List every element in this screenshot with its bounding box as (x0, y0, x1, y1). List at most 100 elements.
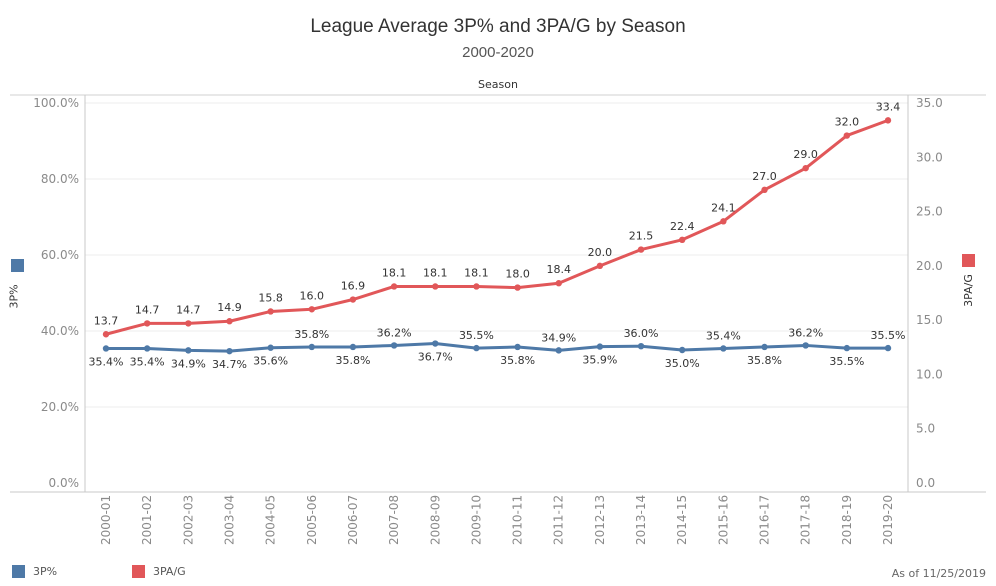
legend-label-3p-pct: 3P% (33, 565, 58, 578)
data-label-3pa-per-game: 22.4 (670, 220, 695, 233)
right-axis-tick-label: 15.0 (916, 313, 943, 327)
right-axis-tick-label: 20.0 (916, 259, 943, 273)
data-point-3p-pct (720, 345, 727, 352)
left-axis-title: 3P% (7, 284, 21, 309)
data-label-3pa-per-game: 16.9 (341, 280, 366, 293)
data-point-3p-pct (308, 343, 315, 351)
right-axis-color-swatch (962, 254, 975, 267)
data-point-3p-pct (637, 343, 645, 350)
x-axis-tick-label: 2016-17 (758, 495, 772, 545)
right-axis-title: 3PA/G (961, 274, 975, 307)
x-axis-tick-label: 2017-18 (799, 495, 813, 545)
x-axis-tick-label: 2014-15 (675, 495, 689, 545)
data-point-3pa-per-game (720, 218, 727, 225)
data-label-3p-pct: 35.8% (335, 354, 370, 367)
data-label-3pa-per-game: 18.1 (464, 266, 489, 279)
right-axis-tick-label: 25.0 (916, 205, 943, 219)
data-point-3pa-per-game (514, 284, 521, 291)
data-point-3pa-per-game (596, 262, 604, 270)
data-label-3p-pct: 35.4% (706, 329, 741, 342)
data-point-3pa-per-game (802, 164, 809, 172)
data-label-3pa-per-game: 18.1 (423, 266, 448, 279)
data-point-3p-pct (802, 342, 809, 349)
x-axis-tick-label: 2003-04 (222, 495, 236, 545)
x-axis-tick-label: 2005-06 (305, 495, 319, 545)
legend-swatch-3p-pct (12, 565, 25, 578)
left-axis-color-swatch (11, 259, 24, 272)
data-label-3p-pct: 35.5% (459, 329, 494, 342)
x-axis-tick-label: 2001-02 (140, 495, 154, 545)
data-point-3p-pct (884, 344, 892, 352)
data-label-3p-pct: 34.7% (212, 358, 247, 371)
data-label-3p-pct: 34.9% (541, 331, 576, 344)
left-axis-tick-label: 40.0% (41, 324, 79, 338)
x-axis-tick-label: 2012-13 (593, 495, 607, 545)
series-line-3pa-per-game (105, 118, 889, 336)
legend-label-3pa-per-game: 3PA/G (153, 565, 186, 578)
data-point-3pa-per-game (432, 283, 439, 290)
legend-item-3pa-per-game[interactable]: 3PA/G (132, 565, 186, 578)
data-label-3p-pct: 35.9% (582, 354, 617, 367)
series-line-3p-pct (106, 342, 888, 353)
data-point-3p-pct (596, 343, 604, 350)
data-label-3pa-per-game: 13.7 (94, 314, 119, 327)
data-point-3p-pct (349, 343, 357, 351)
data-point-3pa-per-game (102, 331, 110, 338)
data-label-3pa-per-game: 32.0 (835, 116, 860, 129)
data-label-3pa-per-game: 15.8 (258, 291, 283, 304)
x-axis-tick-label: 2004-05 (264, 495, 278, 545)
data-point-3pa-per-game (679, 236, 686, 243)
data-label-3pa-per-game: 14.9 (217, 301, 242, 314)
left-axis-tick-label: 20.0% (41, 400, 79, 414)
data-point-3p-pct (761, 343, 768, 351)
data-label-3p-pct: 35.8% (500, 354, 535, 367)
x-axis-tick-label: 2008-09 (428, 495, 442, 545)
legend-item-3p-pct[interactable]: 3P% (12, 565, 57, 578)
data-label-3p-pct: 35.5% (871, 329, 906, 342)
x-axis-tick-label: 2000-01 (99, 495, 113, 545)
data-point-3p-pct (143, 345, 151, 352)
x-axis-tick-label: 2002-03 (181, 495, 195, 545)
legend-swatch-3pa-per-game (132, 565, 145, 578)
data-label-3p-pct: 35.5% (829, 355, 864, 368)
data-point-3p-pct (843, 344, 851, 352)
data-point-3pa-per-game (884, 117, 892, 124)
data-point-3pa-per-game (637, 246, 645, 253)
data-label-3pa-per-game: 29.0 (793, 148, 818, 161)
data-label-3p-pct: 35.0% (665, 357, 700, 370)
data-label-3p-pct: 35.6% (253, 355, 288, 368)
right-axis-tick-label: 10.0 (916, 367, 943, 381)
x-axis-tick-label: 2011-12 (552, 495, 566, 545)
data-point-3p-pct (226, 347, 233, 355)
right-axis-tick-label: 30.0 (916, 150, 943, 164)
left-axis-tick-label: 80.0% (41, 172, 79, 186)
x-axis-tick-label: 2015-16 (716, 495, 730, 545)
data-label-3pa-per-game: 18.4 (546, 263, 571, 276)
data-label-3pa-per-game: 18.0 (505, 268, 530, 281)
data-point-3p-pct (679, 346, 686, 354)
data-point-3pa-per-game (761, 186, 768, 194)
data-point-3p-pct (102, 345, 110, 352)
data-point-3pa-per-game (267, 308, 274, 315)
left-axis-tick-label: 0.0% (49, 476, 80, 490)
data-label-3pa-per-game: 21.5 (629, 230, 654, 243)
data-point-3pa-per-game (143, 320, 151, 327)
x-axis-tick-label: 2007-08 (387, 495, 401, 545)
data-label-3pa-per-game: 16.0 (300, 289, 325, 302)
data-point-3pa-per-game (308, 306, 315, 313)
data-label-3pa-per-game: 14.7 (176, 303, 201, 316)
data-label-3p-pct: 36.2% (788, 326, 823, 339)
data-point-3p-pct (390, 342, 398, 349)
data-label-3pa-per-game: 18.1 (382, 266, 407, 279)
data-label-3p-pct: 36.2% (377, 326, 412, 339)
data-label-3pa-per-game: 20.0 (588, 246, 613, 259)
data-point-3pa-per-game (349, 296, 357, 303)
data-point-3p-pct (473, 344, 480, 352)
data-point-3pa-per-game (843, 132, 851, 139)
x-axis-tick-label: 2018-19 (840, 495, 854, 545)
data-point-3p-pct (555, 347, 562, 354)
data-point-3p-pct (514, 343, 521, 351)
right-axis-tick-label: 35.0 (916, 96, 943, 110)
data-point-3pa-per-game (473, 283, 480, 290)
